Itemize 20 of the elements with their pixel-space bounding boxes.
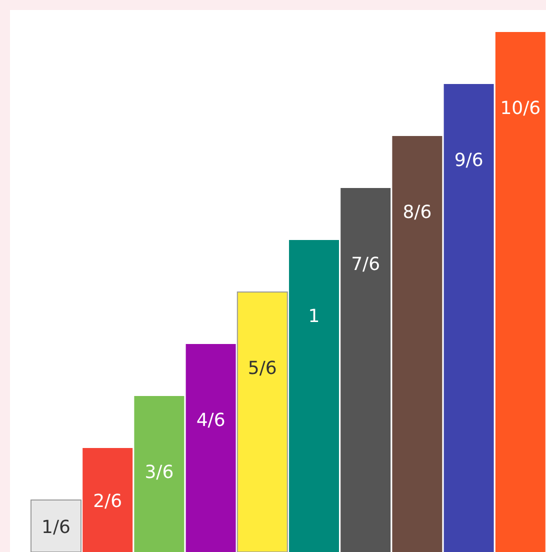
- bar: [186, 344, 236, 552]
- data-label: 2/6: [93, 491, 122, 512]
- data-label: 5/6: [248, 358, 277, 380]
- data-label: 8/6: [402, 202, 432, 224]
- bar: [30, 499, 82, 552]
- data-label: 3/6: [144, 462, 174, 484]
- bar: [340, 188, 391, 552]
- data-label: 10/6: [500, 98, 541, 119]
- bar: [289, 240, 339, 552]
- bar: [392, 136, 442, 552]
- data-label: 9/6: [454, 150, 484, 172]
- data-label: 1: [308, 306, 320, 328]
- bar: [82, 448, 133, 552]
- bar: [444, 84, 494, 552]
- bar: [236, 292, 288, 552]
- data-label: 4/6: [196, 410, 226, 431]
- bar: [134, 396, 184, 552]
- data-label: 7/6: [351, 254, 380, 275]
- bar: [495, 32, 546, 552]
- data-label: 1/6: [42, 516, 70, 538]
